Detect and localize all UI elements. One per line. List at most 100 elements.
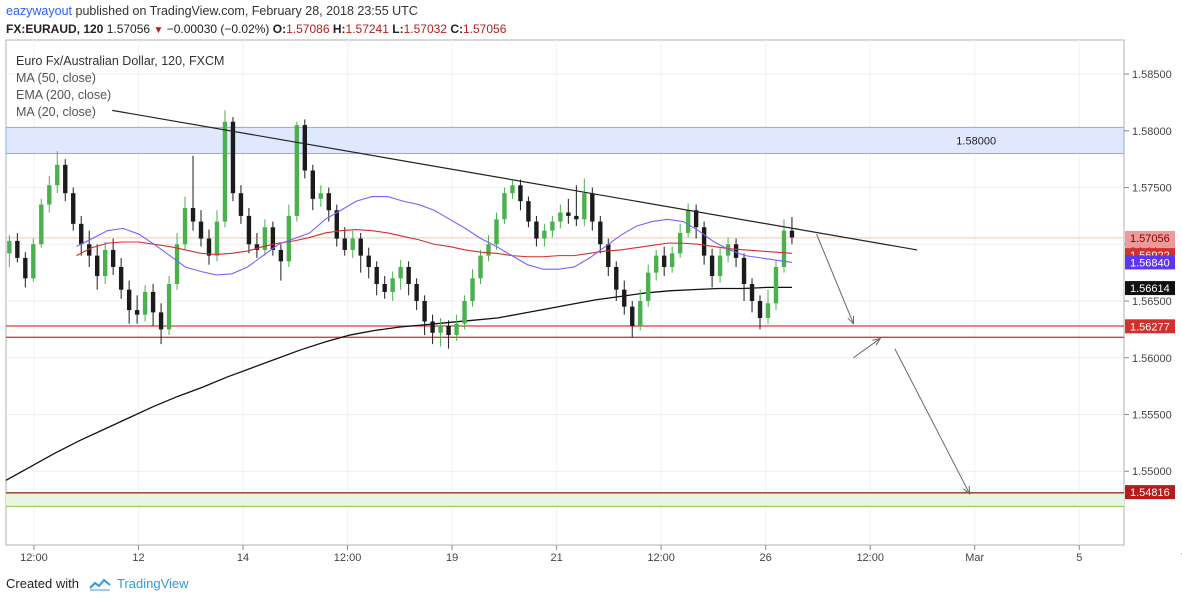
candle-body bbox=[7, 240, 12, 254]
candle-body bbox=[494, 219, 499, 245]
candle-body bbox=[749, 283, 755, 302]
candle-body bbox=[110, 249, 116, 267]
candle-body bbox=[462, 301, 467, 324]
x-tick-label: 12:00 bbox=[856, 552, 884, 564]
candle-body bbox=[598, 221, 603, 245]
candle-body bbox=[574, 215, 579, 220]
ma-layer bbox=[76, 196, 793, 276]
y-tick-label: 1.58500 bbox=[1132, 69, 1172, 81]
candle-body bbox=[23, 257, 28, 279]
price-axis[interactable]: 1.585001.580001.575001.570001.565001.560… bbox=[1124, 69, 1172, 478]
candle-body bbox=[150, 291, 156, 313]
price-label-text: 1.56277 bbox=[1130, 321, 1170, 333]
price-label-text: 1.57056 bbox=[1130, 233, 1170, 245]
drawings-layer bbox=[112, 109, 971, 496]
candle-body bbox=[230, 121, 236, 194]
candle-body bbox=[87, 244, 92, 256]
y-tick-label: 1.57500 bbox=[1132, 183, 1172, 195]
candle-body bbox=[685, 210, 691, 233]
price-label-box bbox=[1125, 255, 1175, 270]
candle-body bbox=[206, 238, 212, 256]
candle-body bbox=[382, 283, 387, 292]
tradingview-link[interactable]: TradingView bbox=[116, 576, 189, 591]
candle-body bbox=[646, 272, 651, 302]
candle-body bbox=[438, 325, 443, 333]
close-value: 1.57056 bbox=[463, 22, 507, 36]
arrow-line bbox=[894, 348, 971, 495]
candle-body bbox=[733, 244, 739, 258]
candle-body bbox=[71, 193, 76, 224]
zones: 1.58000 bbox=[5, 126, 1125, 507]
candle-body bbox=[566, 212, 571, 216]
candle-body bbox=[238, 193, 244, 216]
candle-body bbox=[398, 266, 403, 279]
resistance-zone bbox=[5, 126, 1125, 154]
x-tick-label: 12 bbox=[132, 552, 144, 564]
ma50-line bbox=[76, 228, 792, 258]
candle-body bbox=[486, 244, 491, 256]
candle-body bbox=[166, 283, 172, 330]
candle-body bbox=[502, 193, 507, 220]
open-label: O: bbox=[272, 22, 287, 36]
low-label: L: bbox=[392, 22, 404, 36]
trendline bbox=[112, 109, 918, 251]
candle-body bbox=[182, 207, 188, 245]
price-change: −0.00030 (−0.02%) bbox=[166, 22, 270, 36]
candle-body bbox=[550, 221, 555, 231]
arrow-head bbox=[872, 337, 882, 346]
candle-body bbox=[126, 289, 132, 311]
candles-layer bbox=[7, 110, 795, 349]
candle-body bbox=[350, 238, 355, 250]
candle-body bbox=[789, 230, 795, 238]
ema200-line bbox=[5, 286, 792, 481]
candle-body bbox=[286, 215, 292, 262]
candle-body bbox=[638, 301, 643, 326]
candle-body bbox=[542, 230, 547, 239]
candle-body bbox=[95, 255, 100, 277]
candle-body bbox=[31, 244, 36, 279]
candle-body bbox=[526, 201, 531, 222]
candle-body bbox=[725, 244, 731, 256]
chart-title: Euro Fx/Australian Dollar, 120, FXCM bbox=[16, 54, 224, 68]
author-link[interactable]: eazywayout bbox=[6, 4, 73, 18]
ohlc-header: FX:EURAUD, 120 1.57056 ▼ −0.00030 (−0.02… bbox=[6, 22, 506, 36]
tradingview-logo-icon bbox=[89, 578, 111, 591]
y-tick-label: 1.58000 bbox=[1132, 126, 1172, 138]
candle-body bbox=[590, 193, 595, 222]
close-label: C: bbox=[450, 22, 463, 36]
arrow-head bbox=[847, 315, 855, 325]
publish-header: eazywayout published on TradingView.com,… bbox=[6, 4, 418, 18]
symbol-label: FX:EURAUD, 120 bbox=[6, 22, 104, 36]
x-tick-label: 14 bbox=[237, 552, 249, 564]
last-price: 1.57056 bbox=[106, 22, 151, 36]
candle-body bbox=[765, 303, 771, 319]
y-tick-label: 1.56000 bbox=[1132, 353, 1172, 365]
candle-body bbox=[198, 221, 204, 239]
created-with-label: Created with bbox=[6, 576, 79, 591]
price-label-box bbox=[1125, 485, 1175, 500]
price-labels: 1.5705604:441.569221.568401.566141.56277… bbox=[1125, 230, 1175, 500]
candle-body bbox=[326, 193, 331, 211]
candle-body bbox=[63, 164, 68, 194]
candle-body bbox=[582, 193, 587, 220]
candle-body bbox=[102, 249, 108, 277]
candle-body bbox=[510, 185, 515, 194]
candle-body bbox=[254, 244, 260, 250]
x-tick-label: 12:00 bbox=[334, 552, 362, 564]
ema200-layer bbox=[5, 286, 792, 481]
candle-body bbox=[661, 255, 667, 267]
candle-body bbox=[717, 255, 723, 277]
candle-body bbox=[262, 227, 268, 250]
price-label-box bbox=[1125, 281, 1175, 296]
candle-body bbox=[302, 125, 308, 171]
published-text: published on TradingView.com, February 2… bbox=[75, 4, 418, 18]
candle-body bbox=[654, 255, 659, 273]
x-tick-label: 12:00 bbox=[20, 552, 48, 564]
arrow-line bbox=[816, 233, 854, 324]
price-label-box bbox=[1125, 230, 1175, 245]
candle-body bbox=[342, 238, 347, 250]
footer: Created with TradingView bbox=[6, 576, 189, 591]
candle-body bbox=[781, 230, 787, 267]
